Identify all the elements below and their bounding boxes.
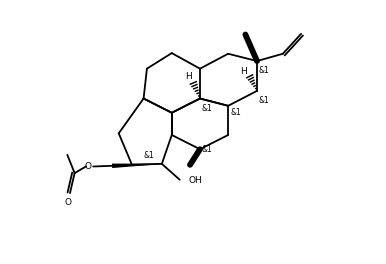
Text: OH: OH [189, 176, 202, 185]
Text: H: H [240, 68, 247, 77]
Text: &1: &1 [202, 105, 213, 114]
Text: &1: &1 [259, 96, 270, 105]
Text: O: O [64, 198, 71, 207]
Text: &1: &1 [202, 145, 213, 154]
Text: &1: &1 [143, 151, 154, 160]
Text: O: O [84, 162, 91, 171]
Text: &1: &1 [230, 108, 241, 117]
Text: &1: &1 [259, 66, 270, 75]
Text: H: H [185, 72, 192, 82]
Polygon shape [112, 164, 162, 168]
